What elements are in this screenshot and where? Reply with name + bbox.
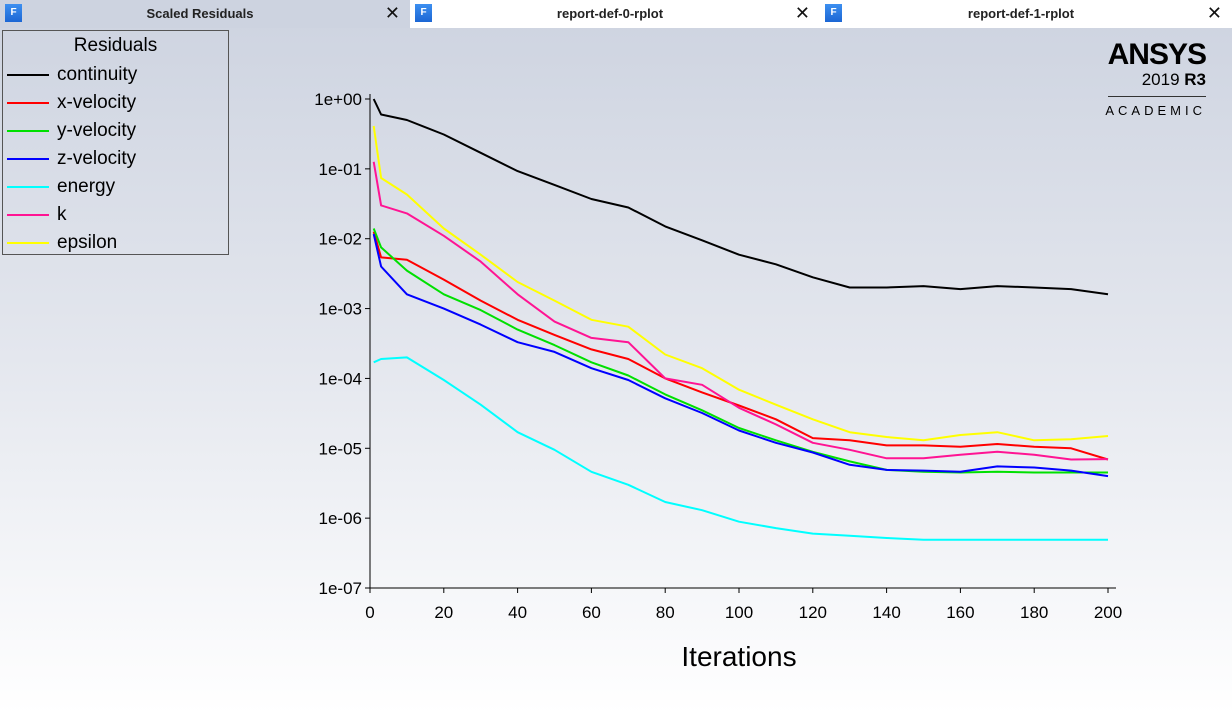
legend-swatch xyxy=(7,242,49,244)
legend-label: x-velocity xyxy=(57,92,137,113)
series-line-energy xyxy=(373,356,1108,541)
x-tick-label: 60 xyxy=(582,603,601,622)
y-tick-label: 1e-01 xyxy=(319,160,362,179)
fluent-icon: F xyxy=(825,4,842,22)
y-tick-label: 1e-02 xyxy=(319,230,362,249)
legend-swatch xyxy=(7,130,49,132)
x-tick-label: 20 xyxy=(434,603,453,622)
y-tick-label: 1e+00 xyxy=(314,90,362,109)
tab-label: report-def-1-rplot xyxy=(967,6,1075,21)
x-axis-label: Iterations xyxy=(681,641,796,672)
x-tick-label: 160 xyxy=(946,603,974,622)
close-icon[interactable]: ✕ xyxy=(794,3,810,23)
logo-brand: ANSYS xyxy=(1107,38,1207,71)
x-tick-label: 40 xyxy=(508,603,527,622)
legend-label: continuity xyxy=(57,64,138,85)
logo-divider xyxy=(1108,96,1206,97)
close-icon[interactable]: ✕ xyxy=(1206,3,1222,23)
legend-item-z-velocity: z-velocity xyxy=(3,145,228,173)
series-line-epsilon xyxy=(372,125,1109,442)
x-tick-label: 120 xyxy=(799,603,827,622)
y-tick-label: 1e-03 xyxy=(319,300,362,319)
y-tick-label: 1e-07 xyxy=(319,579,362,598)
series-line-x-velocity xyxy=(372,231,1109,461)
legend-title: Residuals xyxy=(73,35,158,56)
legend-label: energy xyxy=(57,176,116,197)
series-line-k xyxy=(372,161,1109,461)
tab-bar: F Scaled Residuals ✕ F report-def-0-rplo… xyxy=(0,0,1232,28)
legend-swatch xyxy=(7,158,49,160)
fluent-icon: F xyxy=(5,4,22,22)
tab-report-def-1-rplot[interactable]: F report-def-1-rplot ✕ xyxy=(820,0,1232,28)
tab-report-def-0-rplot[interactable]: F report-def-0-rplot ✕ xyxy=(410,0,820,28)
y-tick-label: 1e-04 xyxy=(319,369,362,388)
legend-label: y-velocity xyxy=(57,120,137,141)
series-line-y-velocity xyxy=(372,228,1108,474)
close-icon[interactable]: ✕ xyxy=(384,3,400,23)
series-line-z-velocity xyxy=(372,233,1109,478)
legend-swatch xyxy=(7,102,49,104)
legend-item-y-velocity: y-velocity xyxy=(3,117,228,145)
legend-item-k: k xyxy=(3,201,228,229)
legend-item-energy: energy xyxy=(3,173,228,201)
tab-label: Scaled Residuals xyxy=(146,6,254,21)
x-tick-label: 140 xyxy=(872,603,900,622)
y-tick-label: 1e-05 xyxy=(319,439,362,458)
legend-label: z-velocity xyxy=(57,148,137,169)
legend: Residuals continuity x-velocity y-velocity… xyxy=(2,30,229,255)
legend-item-continuity: continuity xyxy=(3,61,228,89)
ansys-logo: ANSYS 2019 R3 ACADEMIC xyxy=(1105,38,1207,119)
legend-swatch xyxy=(7,74,49,76)
legend-item-epsilon: epsilon xyxy=(3,229,228,257)
x-tick-label: 200 xyxy=(1094,603,1122,622)
legend-swatch xyxy=(7,186,49,188)
fluent-icon: F xyxy=(415,4,432,22)
logo-version: 2019 xyxy=(1141,70,1180,89)
legend-label: k xyxy=(57,204,67,225)
x-tick-label: 100 xyxy=(725,603,753,622)
x-tick-label: 80 xyxy=(656,603,675,622)
series-line-continuity xyxy=(372,98,1109,296)
legend-swatch xyxy=(7,214,49,216)
logo-edition: ACADEMIC xyxy=(1105,103,1206,118)
legend-item-x-velocity: x-velocity xyxy=(3,89,228,117)
x-tick-label: 180 xyxy=(1020,603,1048,622)
x-tick-label: 0 xyxy=(365,603,374,622)
tab-label: report-def-0-rplot xyxy=(556,6,664,21)
legend-label: epsilon xyxy=(57,232,118,253)
tab-scaled-residuals[interactable]: F Scaled Residuals ✕ xyxy=(0,0,410,28)
y-tick-label: 1e-06 xyxy=(319,509,362,528)
logo-release: R3 xyxy=(1184,70,1206,89)
